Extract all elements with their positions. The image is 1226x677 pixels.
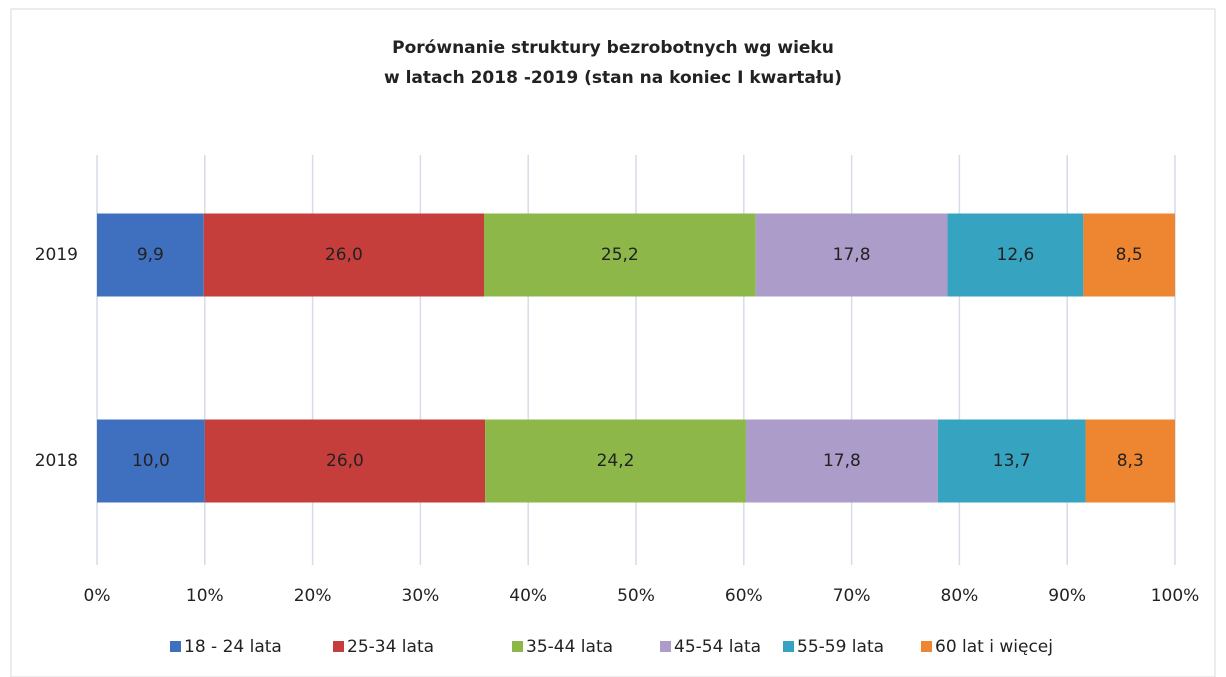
- data-label: 17,8: [823, 451, 861, 471]
- data-label: 8,5: [1116, 245, 1143, 265]
- bar-segment: [1085, 419, 1175, 503]
- x-tick-label: 60%: [725, 586, 763, 606]
- data-label: 26,0: [325, 245, 363, 265]
- chart-title: w latach 2018 -2019 (stan na koniec I kw…: [384, 68, 842, 88]
- x-tick-label: 30%: [402, 586, 440, 606]
- bar-segment: [937, 419, 1086, 503]
- legend-swatch: [783, 641, 794, 652]
- x-tick-label: 20%: [294, 586, 332, 606]
- legend-label: 35-44 lata: [526, 637, 613, 657]
- chart-border: [10, 8, 1216, 677]
- bar-segment: [484, 213, 756, 297]
- bar-segment: [755, 213, 948, 297]
- bar-segment: [745, 419, 938, 503]
- x-tick-label: 10%: [186, 586, 224, 606]
- x-tick-label: 70%: [833, 586, 871, 606]
- data-label: 24,2: [597, 451, 635, 471]
- x-tick-label: 90%: [1048, 586, 1086, 606]
- legend-label: 25-34 lata: [347, 637, 434, 657]
- data-label: 17,8: [833, 245, 871, 265]
- bar-segment: [947, 213, 1084, 297]
- bar-segment: [1083, 213, 1175, 297]
- chart-title: Porównanie struktury bezrobotnych wg wie…: [392, 38, 834, 58]
- legend-swatch: [512, 641, 523, 652]
- data-label: 25,2: [601, 245, 639, 265]
- legend-swatch: [660, 641, 671, 652]
- data-label: 26,0: [326, 451, 364, 471]
- bar-segment: [97, 213, 204, 297]
- bar-segment: [203, 213, 485, 297]
- legend-swatch: [333, 641, 344, 652]
- legend-swatch: [921, 641, 932, 652]
- legend-label: 18 - 24 lata: [184, 637, 282, 657]
- x-tick-label: 80%: [941, 586, 979, 606]
- data-label: 9,9: [137, 245, 164, 265]
- x-tick-label: 0%: [84, 586, 111, 606]
- data-label: 8,3: [1117, 451, 1144, 471]
- x-tick-label: 100%: [1151, 586, 1200, 606]
- x-tick-label: 40%: [509, 586, 547, 606]
- bar-segment: [204, 419, 486, 503]
- y-tick-label: 2019: [35, 245, 78, 265]
- bar-segment: [97, 419, 205, 503]
- data-label: 13,7: [993, 451, 1031, 471]
- x-tick-label: 50%: [617, 586, 655, 606]
- bar-segment: [485, 419, 746, 503]
- legend-label: 60 lat i więcej: [935, 637, 1053, 657]
- data-label: 10,0: [132, 451, 170, 471]
- legend-label: 55-59 lata: [797, 637, 884, 657]
- legend-swatch: [170, 641, 181, 652]
- data-label: 12,6: [997, 245, 1035, 265]
- y-tick-label: 2018: [35, 451, 78, 471]
- legend-label: 45-54 lata: [674, 637, 761, 657]
